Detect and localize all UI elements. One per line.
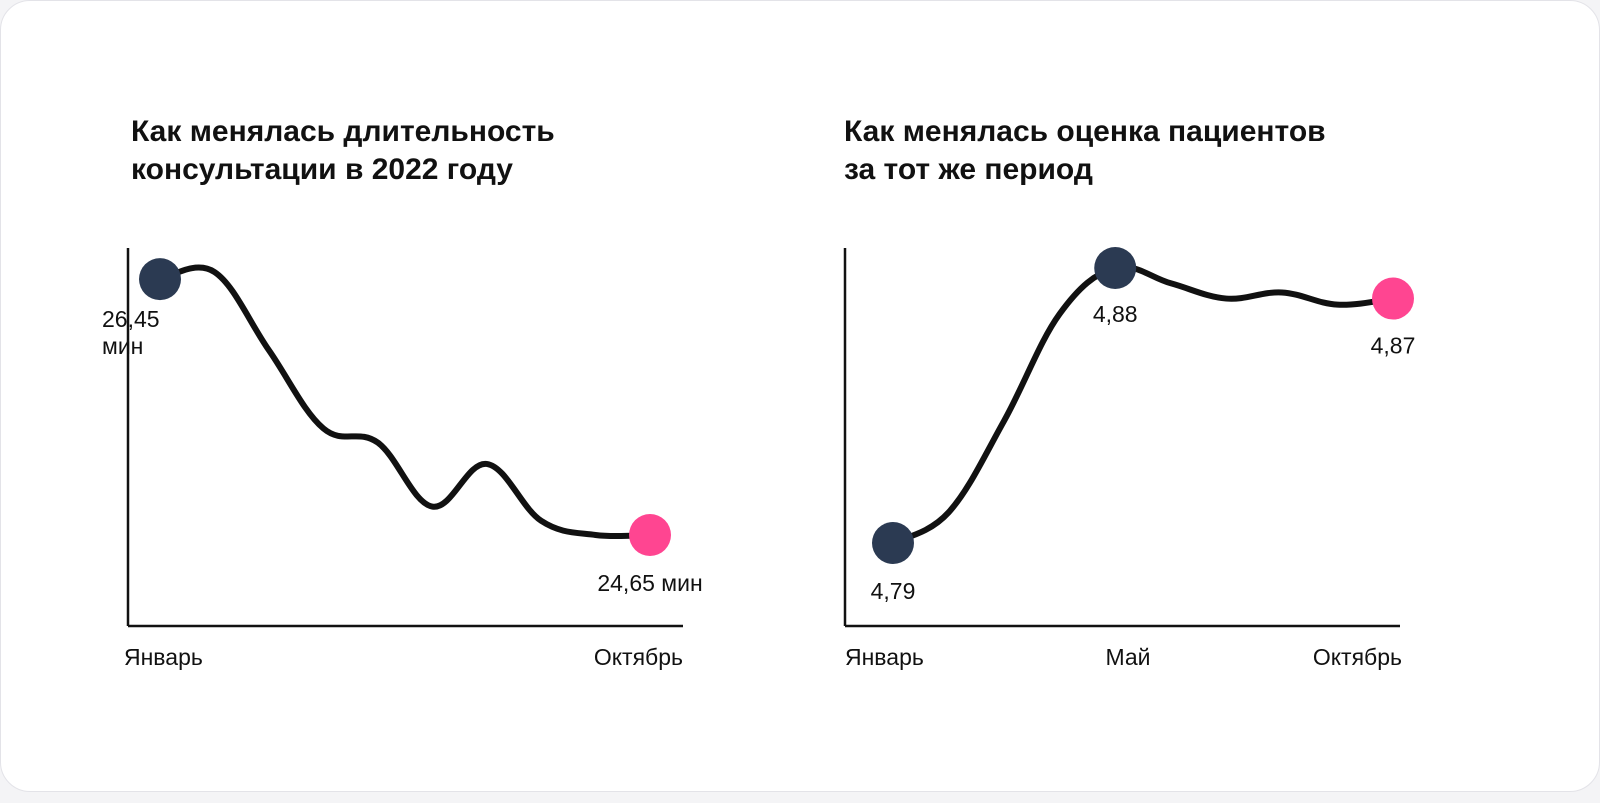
data-point-marker xyxy=(1094,247,1137,289)
chart-title-rating: Как менялась оценка пациентов за тот же … xyxy=(844,115,1326,186)
chart-title-duration: Как менялась длительность консультации в… xyxy=(131,115,555,186)
data-point-marker xyxy=(1372,277,1414,320)
data-label: 4,79 xyxy=(871,578,916,604)
x-tick-label: Май xyxy=(1105,644,1150,670)
series-line xyxy=(890,263,1396,546)
data-point-marker xyxy=(629,514,671,556)
data-label: 26,45 мин xyxy=(102,306,160,359)
x-tick-label: Октябрь xyxy=(1313,644,1402,670)
data-label: 4,87 xyxy=(1371,333,1416,359)
data-label: 4,88 xyxy=(1093,301,1138,327)
data-point-marker xyxy=(872,522,914,564)
x-tick-label: Октябрь xyxy=(594,644,683,670)
data-label: 24,65 мин xyxy=(597,570,702,596)
x-tick-label: Январь xyxy=(124,644,203,670)
x-tick-label: Январь xyxy=(845,644,924,670)
series-line xyxy=(157,264,653,540)
data-point-marker xyxy=(139,258,181,301)
